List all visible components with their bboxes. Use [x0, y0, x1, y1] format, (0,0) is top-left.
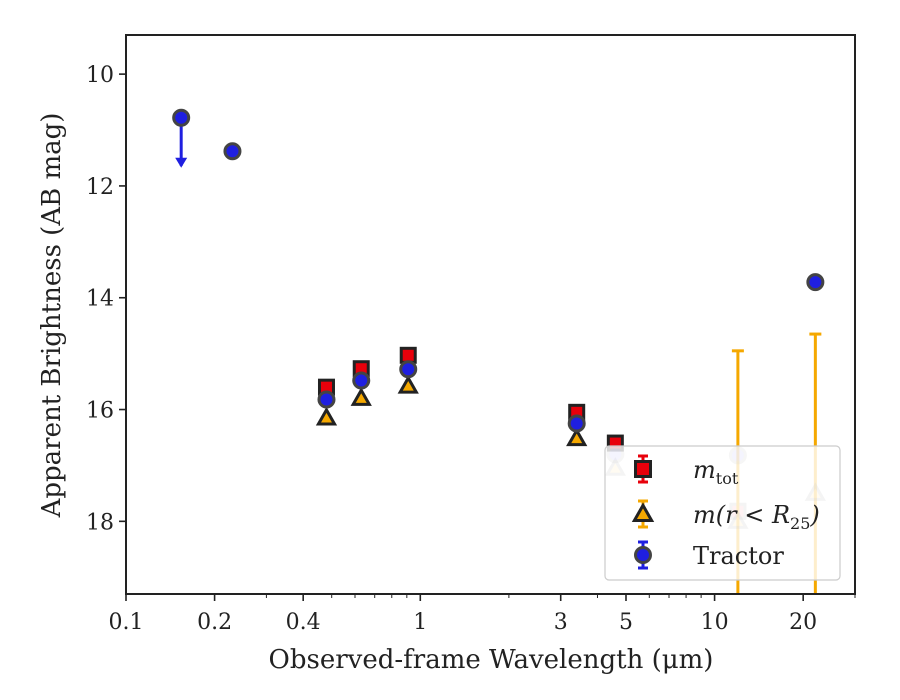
data-point [397, 374, 419, 394]
upper-limit-arrowhead [175, 157, 188, 168]
legend-marker [634, 546, 652, 564]
y-tick-label: 18 [86, 510, 114, 535]
legend-entry-label: Tractor [693, 542, 784, 570]
legend-label-close: ) [809, 501, 819, 529]
x-tick-label: 0.2 [197, 610, 232, 635]
data-point [317, 390, 336, 409]
data-point [350, 387, 372, 406]
y-tick-label: 14 [86, 287, 114, 312]
x-tick-label: 10 [701, 610, 729, 635]
legend-label-subscript: 25 [790, 514, 810, 533]
data-point [567, 414, 586, 433]
data-point [399, 346, 417, 364]
y-tick-label: 16 [86, 399, 114, 424]
legend-entry-label: mtot [693, 456, 739, 488]
data-point [315, 406, 338, 426]
legend-marker [634, 460, 652, 478]
x-tick-label: 1 [413, 610, 427, 635]
y-tick-label: 10 [86, 63, 114, 88]
legend: mtot m(r < R25) Tractor [604, 445, 841, 581]
y-tick-label: 12 [86, 175, 114, 200]
data-point [566, 427, 588, 447]
x-tick-label: 3 [554, 610, 568, 635]
legend-label-subscript: tot [716, 469, 739, 488]
legend-entry-label: m(r < R25) [693, 501, 820, 533]
legend-marker [631, 502, 655, 522]
data-point [352, 371, 371, 390]
y-axis-label: Apparent Brightness (AB mag) [37, 113, 67, 519]
legend-label-main: m(r < R [693, 501, 790, 529]
legend-label-main: Tractor [693, 542, 784, 570]
x-tick-label: 0.4 [286, 610, 321, 635]
data-point [223, 142, 242, 161]
plot-frame [125, 34, 856, 595]
x-tick-label: 5 [619, 610, 633, 635]
data-point [399, 360, 418, 379]
axes: 0.1 0.2 0.4 1 3 5 10 20 10 12 14 16 18 [86, 34, 856, 635]
data-point [172, 108, 191, 127]
x-tick-label: 20 [789, 610, 817, 635]
legend-label-main: m [693, 456, 716, 484]
x-axis-label: Observed-frame Wavelength (μm) [269, 645, 714, 675]
x-tick-label: 0.1 [109, 610, 144, 635]
data-point [806, 273, 825, 292]
legend-box [604, 445, 841, 581]
